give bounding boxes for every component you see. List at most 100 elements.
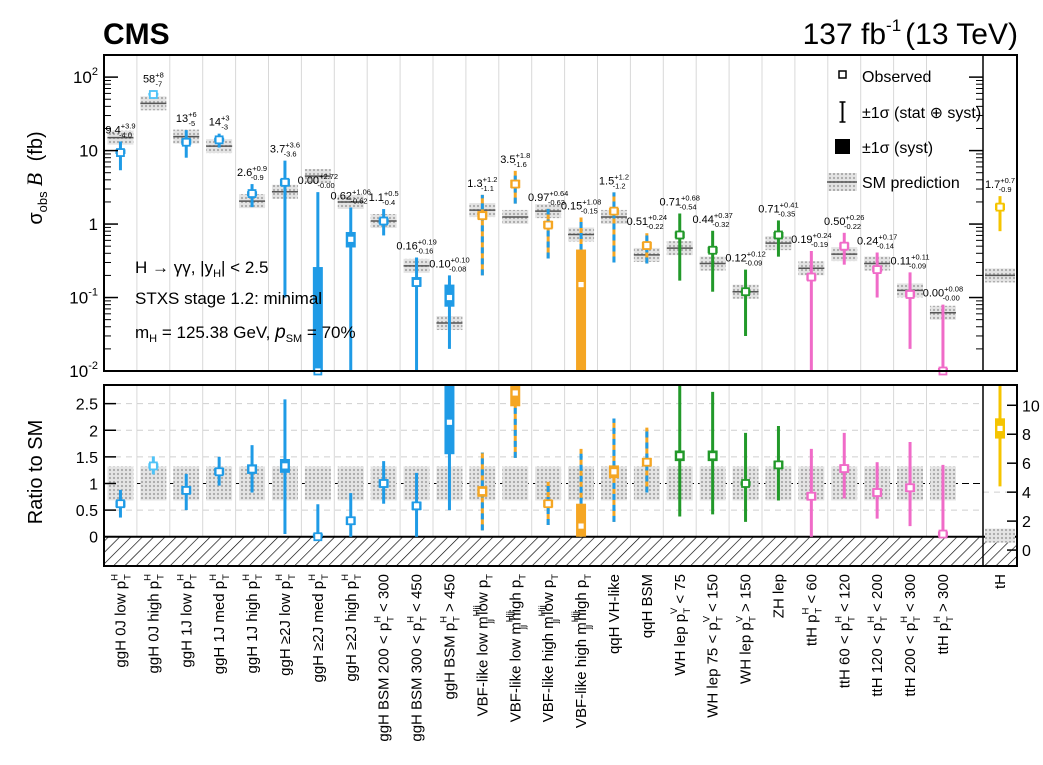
value-up: +0.24 (648, 213, 667, 222)
legend-observed-label: Observed (862, 69, 931, 86)
sm-band-ratio (502, 466, 529, 501)
legend: Observed ±1σ (stat ⊕ syst) ±1σ (syst) SM… (827, 69, 981, 192)
bin-label-sup: H (833, 616, 844, 623)
value-up: +0.10 (451, 255, 470, 264)
bin-label: qqH VH-like (606, 574, 623, 654)
ratio-marker (116, 499, 125, 509)
value-number: 13 (176, 113, 188, 125)
bin-label-rest: < 60 (803, 574, 820, 608)
value-number: 0.15 (561, 200, 582, 212)
ratio-right-ytick-label: 10 (1022, 398, 1040, 415)
ytick-label: 1 (89, 215, 98, 234)
ratio-marker (741, 479, 750, 488)
observed-marker (995, 202, 1005, 212)
observed-marker (247, 189, 257, 198)
value-up: +1.2 (614, 172, 629, 181)
bin-label-sub: jj (583, 625, 594, 630)
ratio-marker (609, 467, 619, 477)
value-down: -0.32 (712, 220, 729, 229)
value-number: 1.7 (985, 179, 1000, 191)
ratio-marker (510, 388, 520, 398)
observed-marker (708, 245, 718, 255)
bin-label-main: WH lep 75 < p (705, 622, 722, 717)
value-up: +0.17 (878, 233, 897, 242)
bin-label-sup: H (800, 607, 811, 614)
bin-label-rest: < 75 (672, 574, 689, 608)
value-down: -0.15 (581, 206, 598, 215)
legend-sm-label: SM prediction (862, 175, 960, 192)
bin-label-tail-sub: T (484, 574, 495, 580)
bin-label: ggH ≥2J high pH T (340, 574, 364, 682)
bin-label-main: WH lep p (738, 622, 755, 684)
bin-label: ttH pH T < 60 (800, 574, 824, 646)
ratio-marker (806, 491, 816, 501)
bin-label-main: ttH p (935, 623, 952, 655)
value-down: -0.14 (877, 242, 894, 251)
value-down: -0.9 (251, 173, 264, 182)
annotation-selection: H → γγ, |yH| < 2.5 (135, 258, 268, 280)
bin-label-sub: T (320, 574, 331, 580)
value-number: 0.11 (891, 255, 912, 267)
value-up: +1.08 (582, 197, 601, 206)
ytick-base: 10 (69, 289, 88, 308)
ratio-marker (445, 417, 454, 427)
value-up: +1.2 (483, 175, 498, 184)
bin-label: ttH 200 < pH T < 300 (899, 574, 923, 697)
ratio-marker (313, 532, 323, 542)
bin-label-sup: Hjj (537, 605, 548, 616)
value-number: 58 (143, 73, 155, 85)
value-number: 14 (209, 117, 221, 129)
bin-label-main: ggH ≥2J low p (277, 581, 294, 676)
bin-label-sub: T (419, 616, 430, 622)
svg-text:137 fb-1(13 TeV): 137 fb-1 (13 TeV) (803, 16, 1018, 51)
value-up: +0.9 (252, 164, 267, 173)
bin-label-sub: jj (517, 625, 528, 630)
value-up: +0.7 (1000, 176, 1015, 185)
value-up: +0.08 (944, 285, 963, 294)
ratio-marker (181, 486, 191, 495)
value-up: +0.68 (681, 194, 700, 203)
value-down: -0.22 (647, 222, 664, 231)
annotation-block: H → γγ, |yH| < 2.5 STXS stage 1.2: minim… (135, 258, 356, 345)
ytick-base: 10 (79, 142, 98, 161)
bin-label-sup: H (142, 574, 153, 581)
bin-label: ggH 0J low pH T (109, 574, 133, 668)
bin-label-rest: > 150 (738, 574, 755, 616)
bin-label-text: ttH 120 < pH T < 200 (866, 574, 890, 697)
bin-label-main: tH (992, 574, 1009, 589)
bin-label-sub: T (813, 608, 824, 614)
bin-label-sup: H (438, 616, 449, 623)
value-number: 0.19 (791, 234, 812, 246)
value-up: +3.6 (285, 141, 300, 150)
value-label: 0.00+2.72 -0.00 (298, 172, 338, 190)
value-number: 2.6 (237, 167, 252, 179)
ratio-marker (148, 461, 158, 471)
observed-points (115, 90, 1005, 542)
bin-label-text: WH lep pV T > 150 (735, 574, 759, 684)
bin-label-text: ggH ≥2J high pH T (340, 574, 364, 682)
bin-label-main: ggH BSM p (441, 623, 458, 700)
bin-label-sup: H (109, 574, 120, 581)
value-up: +8 (155, 70, 164, 79)
observed-marker (905, 290, 915, 299)
bin-label: ggH BSM pH T > 450 (438, 574, 462, 700)
bin-label-text: ggH BSM pH T > 450 (438, 574, 462, 700)
value-labels: 9.4+3.9 -4.058+8 -713+6 -5 14+3 -32.6+0.9 -0.9… (105, 70, 1015, 302)
value-label: 14+3 -3 (209, 114, 230, 132)
observed-marker (477, 211, 487, 221)
value-label: 0.71+0.41 -0.35 (758, 200, 798, 218)
observed-marker (346, 234, 356, 244)
ratio-marker (412, 501, 421, 511)
bin-label-sub: T (846, 616, 857, 622)
bin-label-sup: Hjj (504, 611, 515, 622)
bin-label-text: tH (992, 574, 1009, 589)
bin-label-main: ZH lep (770, 574, 787, 618)
value-label: 0.00+0.08 -0.00 (923, 285, 963, 303)
sm-bands (107, 96, 1015, 543)
legend-syst-label: ±1σ (syst) (862, 140, 933, 157)
observed-marker (280, 177, 290, 187)
bin-label-rest: high p (573, 580, 590, 625)
bin-label-sub: T (879, 616, 890, 622)
bin-label-sub: T (748, 616, 759, 622)
